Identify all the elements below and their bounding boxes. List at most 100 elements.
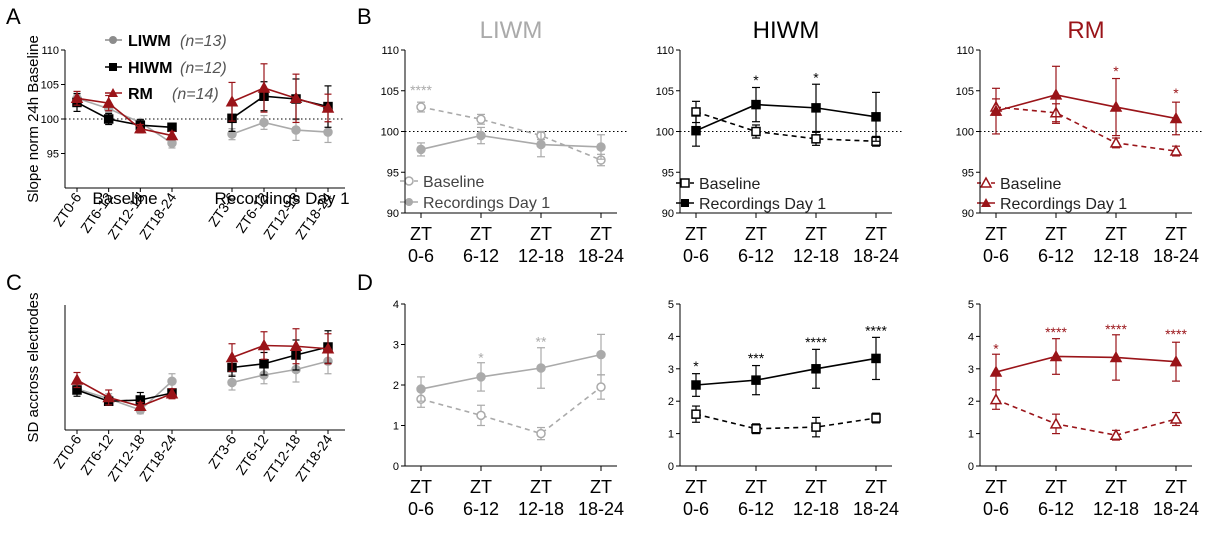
data-point-c-0-1-0 <box>227 377 237 388</box>
significance-b3-1: * <box>1173 85 1179 101</box>
data-point-d3-1-1 <box>1049 349 1063 362</box>
significance-b2-1: * <box>813 70 819 86</box>
y-tick-label-b1-3: 105 <box>381 86 399 98</box>
y-tick-label-d1-2: 2 <box>393 380 399 392</box>
x-tick-label-b3-2-0: ZT <box>1105 224 1127 244</box>
series-line-a-2-0 <box>76 97 173 137</box>
x-tick-label-d1-2-0: ZT <box>530 477 552 497</box>
y-tick-label-d3-3: 3 <box>968 364 974 376</box>
series-line-b1-1 <box>420 134 602 151</box>
data-point-a-2-1-1 <box>257 81 271 93</box>
y-axis-label-c: SD accross electrodes <box>25 292 42 442</box>
data-point-a-2-0-3 <box>165 129 179 141</box>
legend-a-liwm-marker <box>109 36 117 44</box>
y-tick-label-b1-2: 100 <box>381 127 399 139</box>
significance-b2-0: * <box>753 72 759 88</box>
series-line-b2-0 <box>695 111 877 143</box>
legend-b2-recordings-label: Recordings Day 1 <box>699 196 826 213</box>
x-tick-label-b1-3-1: 18-24 <box>578 246 624 266</box>
data-point-b2-1-3 <box>871 112 881 122</box>
data-point-d1-1-1 <box>476 372 486 382</box>
x-tick-label-b1-3-0: ZT <box>590 224 612 244</box>
legend-a-liwm-n: (n=13) <box>180 33 227 50</box>
series-b2-1 <box>691 83 881 147</box>
y-tick-label-b1-1: 95 <box>387 167 399 179</box>
panel-letter-d: D <box>357 270 373 295</box>
significance-b1-0: **** <box>410 82 432 98</box>
y-tick-label-b2-0: 90 <box>662 208 674 220</box>
x-tick-label-d1-1-1: 6-12 <box>463 499 499 519</box>
data-point-a-2-0-2 <box>134 122 147 134</box>
series-d1-0 <box>416 374 606 441</box>
series-line-c-2-0 <box>76 379 173 408</box>
legend-b3-baseline-label: Baseline <box>1000 176 1061 193</box>
x-tick-label-d2-2-1: 12-18 <box>793 499 839 519</box>
x-tick-label-b1-0-1: 0-6 <box>408 246 434 266</box>
series-line-d1-0 <box>420 386 602 435</box>
y-tick-label-d3-5: 5 <box>968 299 974 311</box>
x-tick-label-d1-3-1: 18-24 <box>578 499 624 519</box>
legend-a-hiwm-marker <box>109 63 117 71</box>
series-a-2 <box>70 63 335 141</box>
series-d2-0 <box>691 405 881 438</box>
data-point-b2-0-2 <box>811 134 821 144</box>
x-tick-label-b1-1-1: 6-12 <box>463 246 499 266</box>
x-tick-label-b1-2-1: 12-18 <box>518 246 564 266</box>
significance-d3-1: **** <box>1045 324 1067 340</box>
panel-b2: 9095100105110HIWMZT0-6ZT6-12ZT12-18ZT18-… <box>656 17 902 266</box>
data-point-c-2-0-3 <box>165 387 179 399</box>
data-point-b2-1-2 <box>811 103 821 113</box>
series-line-a-1-1 <box>231 95 329 119</box>
y-tick-label-b1-0: 90 <box>387 208 399 220</box>
x-tick-label-d2-0-1: 0-6 <box>683 499 709 519</box>
x-tick-label-b2-2-1: 12-18 <box>793 246 839 266</box>
x-tick-label-d3-0-0: ZT <box>985 477 1007 497</box>
panel-c: SD accross electrodesZT0-6ZT6-12ZT12-18Z… <box>25 292 345 484</box>
x-tick-label-b2-3-0: ZT <box>865 224 887 244</box>
y-tick-label-d3-1: 1 <box>968 429 974 441</box>
legend-a: LIWM (n=13) HIWM (n=12) RM (n=14) <box>105 33 227 103</box>
data-point-d3-1-2 <box>1109 350 1123 363</box>
legend-b2: Baseline Recordings Day 1 <box>676 176 826 213</box>
data-point-b3-1-1 <box>1049 88 1063 100</box>
x-tick-label-d3-3-1: 18-24 <box>1153 499 1199 519</box>
data-point-c-2-1-0 <box>225 350 239 363</box>
x-tick-label-d1-2-1: 12-18 <box>518 499 564 519</box>
legend-b1: Baseline Recordings Day 1 <box>400 174 550 212</box>
y-tick-label-b3-2: 100 <box>956 127 974 139</box>
data-point-d1-0-1 <box>476 410 486 421</box>
series-line-a-0-1 <box>231 121 329 135</box>
series-d1-1 <box>416 333 606 402</box>
panel-title-b2: HIWM <box>753 17 820 44</box>
legend-b1-baseline-label: Baseline <box>423 174 484 191</box>
series-line-d3-1 <box>995 355 1177 373</box>
y-tick-label-d2-4: 4 <box>668 331 674 343</box>
series-line-b3-0 <box>995 106 1177 152</box>
y-tick-label-a-1: 100 <box>41 114 59 126</box>
data-point-b3-0-3 <box>1169 144 1183 156</box>
data-point-b1-1-2 <box>536 139 546 150</box>
legend-b3-baseline-marker <box>979 176 993 188</box>
significance-d2-3: **** <box>865 323 887 339</box>
series-b3-1 <box>989 65 1183 137</box>
series-line-d1-1 <box>420 353 602 390</box>
data-point-c-2-1-2 <box>289 339 303 351</box>
data-point-d2-1-3 <box>871 353 881 364</box>
data-point-a-0-1-1 <box>259 117 269 128</box>
x-tick-label-b1-0-0: ZT <box>410 224 432 244</box>
significance-d3-2: **** <box>1105 321 1127 337</box>
x-tick-label-b3-2-1: 12-18 <box>1093 246 1139 266</box>
data-point-c-1-1-1 <box>259 359 269 369</box>
significance-d2-1: *** <box>748 350 765 366</box>
data-point-d1-1-0 <box>416 384 426 394</box>
series-line-a-2-1 <box>231 87 329 109</box>
series-line-b2-1 <box>695 103 877 132</box>
data-point-b3-1-3 <box>1169 111 1183 124</box>
legend-a-rm: RM (n=14) <box>105 86 219 103</box>
data-point-d3-0-1 <box>1049 417 1063 429</box>
legend-a-rm-marker <box>108 88 118 97</box>
data-point-a-2-1-3 <box>321 101 335 113</box>
y-tick-label-d3-4: 4 <box>968 331 974 343</box>
series-line-c-1-1 <box>231 346 329 369</box>
